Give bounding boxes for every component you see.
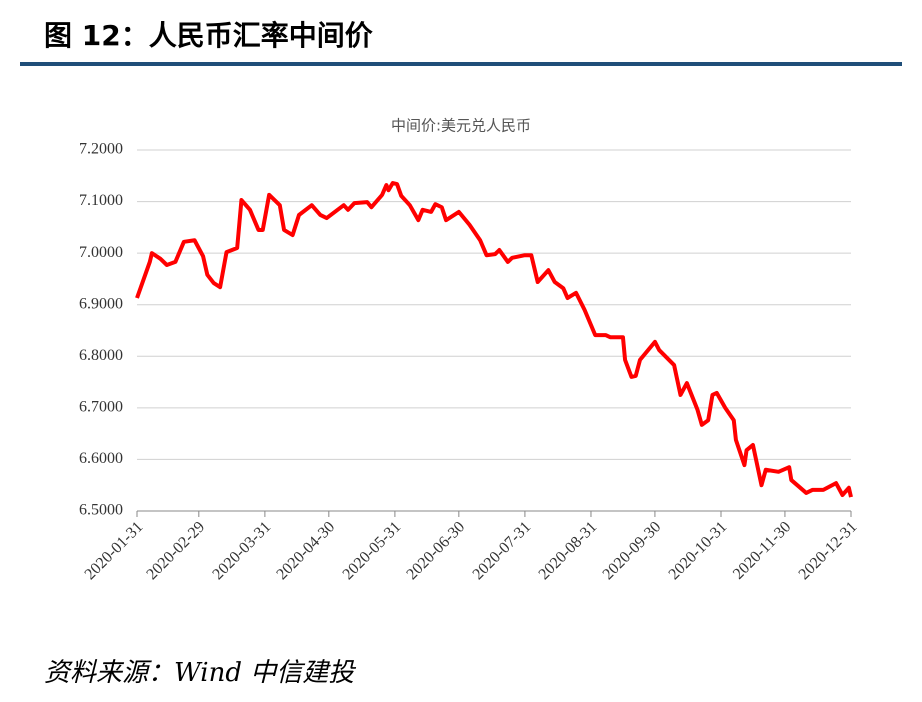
x-tick-label: 2020-06-30 [403, 518, 468, 583]
x-tick-label: 2020-12-31 [796, 518, 861, 583]
x-tick-label: 2020-01-31 [82, 518, 147, 583]
figure-title: 图 12：人民币汇率中间价 [44, 19, 373, 52]
x-tick-label: 2020-04-30 [273, 518, 338, 583]
source-note: 资料来源：Wind 中信建投 [44, 658, 355, 688]
x-tick-label: 2020-03-31 [209, 518, 274, 583]
x-tick-label: 2020-02-29 [143, 518, 208, 583]
y-tick-label: 6.6000 [79, 450, 123, 467]
chart-title: 中间价:美元兑人民币 [391, 117, 531, 135]
header-rule [20, 62, 902, 66]
x-tick-label: 2020-09-30 [600, 518, 665, 583]
x-tick-label: 2020-05-31 [340, 518, 405, 583]
y-tick-label: 7.1000 [79, 192, 123, 209]
y-tick-label: 6.9000 [79, 295, 123, 312]
y-tick-label: 7.0000 [79, 244, 123, 261]
x-tick-label: 2020-10-31 [666, 518, 731, 583]
y-tick-label: 6.7000 [79, 399, 123, 416]
y-tick-label: 6.5000 [79, 502, 123, 519]
x-tick-label: 2020-08-31 [536, 518, 601, 583]
x-tick-label: 2020-07-31 [470, 518, 535, 583]
series-line [135, 181, 853, 498]
y-tick-label: 7.2000 [79, 141, 123, 158]
x-tick-label: 2020-11-30 [730, 518, 794, 582]
y-tick-label: 6.8000 [79, 347, 123, 364]
